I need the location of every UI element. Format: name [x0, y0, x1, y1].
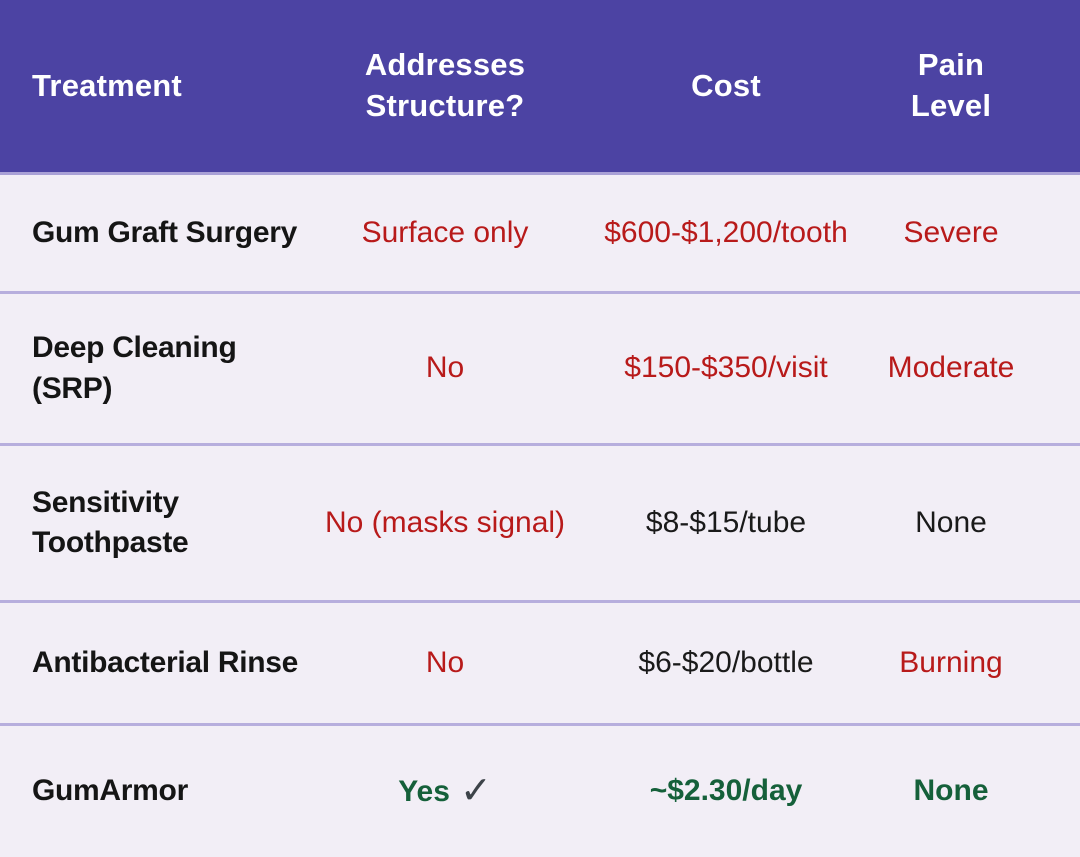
structure-cell: Yes ✓ [300, 766, 590, 817]
column-header-pain-level: Pain Level [910, 47, 992, 123]
check-icon: ✓ [459, 769, 492, 812]
table-row-gumarmor: GumArmor Yes ✓ ~$2.30/day None [0, 723, 1080, 857]
treatment-name: Antibacterial Rinse [32, 645, 299, 679]
pain-level-value: Moderate [887, 351, 1015, 385]
pain-level-value: Severe [903, 215, 999, 249]
treatment-name: Sensitivity Toothpaste [32, 485, 189, 560]
structure-value: No (masks signal) [324, 505, 566, 539]
cost-value: $8-$15/tube [645, 505, 807, 539]
cost-value: $150-$350/visit [624, 351, 828, 385]
cost-value: ~$2.30/day [649, 774, 803, 808]
pain-level-value: Burning [899, 645, 1003, 679]
structure-value: Yes [398, 774, 450, 808]
cost-value: $600-$1,200/tooth [604, 215, 848, 249]
column-header-cost: Cost [691, 67, 761, 103]
structure-value: No [425, 645, 465, 679]
structure-value: Surface only [361, 215, 529, 249]
table-row-antibacterial-rinse: Antibacterial Rinse No $6-$20/bottle Bur… [0, 600, 1080, 723]
pain-level-value: None [913, 774, 989, 808]
pain-level-value: None [915, 505, 987, 539]
table-header: Treatment Addresses Structure? Cost Pain… [0, 0, 1080, 175]
treatment-name: GumArmor [32, 774, 188, 808]
table-row-gum-graft-surgery: Gum Graft Surgery Surface only $600-$1,2… [0, 175, 1080, 291]
table-row-sensitivity-toothpaste: Sensitivity Toothpaste No (masks signal)… [0, 443, 1080, 600]
cost-value: $6-$20/bottle [638, 645, 814, 679]
table-row-deep-cleaning: Deep Cleaning (SRP) No $150-$350/visit M… [0, 291, 1080, 443]
treatment-name: Gum Graft Surgery [32, 215, 297, 249]
structure-value: No [425, 351, 465, 385]
treatment-name: Deep Cleaning (SRP) [32, 331, 237, 405]
column-header-treatment: Treatment [32, 67, 182, 103]
column-header-addresses-structure: Addresses Structure? [364, 47, 526, 123]
